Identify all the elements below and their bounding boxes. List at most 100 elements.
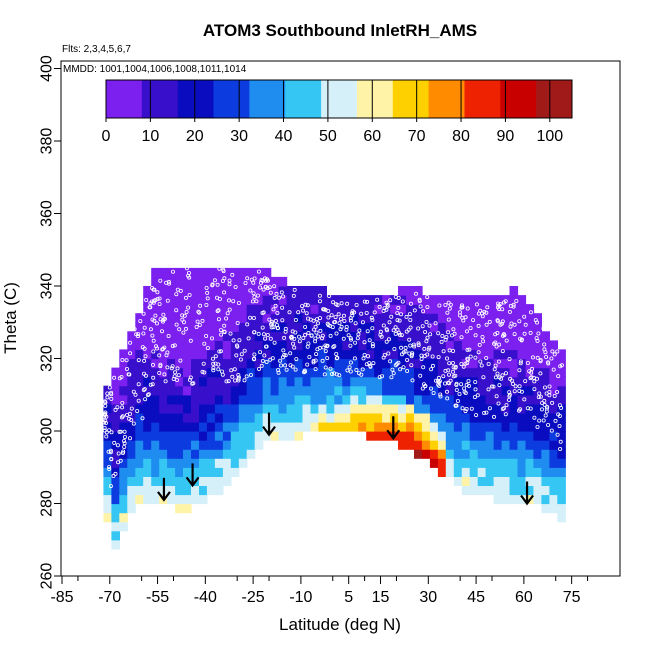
heatmap-cell	[461, 476, 471, 486]
heatmap-cell	[453, 403, 463, 414]
sample-point	[436, 375, 441, 380]
heatmap-cell	[334, 403, 343, 414]
heatmap-cell	[294, 421, 304, 432]
heatmap-cell	[358, 376, 367, 387]
sample-point	[469, 406, 474, 411]
heatmap-cell	[390, 385, 399, 396]
sample-point	[451, 365, 456, 370]
sample-point	[537, 418, 542, 423]
heatmap-cell	[493, 485, 503, 496]
heatmap-cell	[238, 385, 248, 396]
heatmap-cell	[151, 467, 160, 477]
heatmap-cell	[167, 367, 176, 378]
heatmap-cell	[135, 412, 144, 423]
sample-point	[216, 317, 221, 322]
heatmap-cell	[557, 485, 566, 496]
sample-point	[217, 349, 222, 354]
heatmap-cell	[135, 449, 144, 459]
sample-point	[227, 307, 232, 312]
heatmap-cell	[135, 476, 144, 486]
heatmap-cell	[525, 331, 535, 341]
heatmap-cell	[310, 295, 320, 305]
heatmap-cell	[230, 267, 240, 278]
sample-point	[152, 318, 157, 323]
heatmap-cell	[262, 385, 272, 396]
heatmap-cell	[477, 295, 487, 305]
sample-point	[341, 313, 346, 318]
heatmap-cell	[541, 485, 550, 496]
heatmap-cell	[262, 394, 272, 405]
sample-point	[482, 410, 487, 415]
sample-point	[322, 372, 327, 377]
heatmap-cell	[230, 304, 240, 314]
heatmap-cell	[477, 331, 487, 341]
heatmap-cell	[342, 349, 351, 360]
sample-point	[413, 291, 418, 296]
heatmap-cell	[445, 394, 455, 405]
heatmap-cell	[143, 431, 152, 441]
heatmap-cell	[214, 403, 224, 414]
heatmap-cell	[477, 431, 487, 441]
heatmap-cell	[509, 304, 519, 314]
sample-point	[252, 330, 257, 335]
heatmap-cell	[214, 322, 224, 332]
heatmap-cell	[525, 385, 535, 396]
heatmap-cell	[254, 403, 264, 414]
heatmap-cell	[541, 494, 550, 505]
sample-point	[151, 349, 156, 354]
heatmap-cell	[509, 494, 519, 505]
heatmap-cell	[199, 476, 208, 486]
sample-point	[195, 319, 200, 324]
heatmap-cell	[533, 421, 542, 432]
heatmap-cell	[469, 458, 479, 468]
heatmap-cell	[151, 458, 160, 468]
heatmap-cell	[310, 403, 320, 414]
sample-point	[482, 309, 487, 314]
heatmap-cell	[167, 467, 176, 477]
heatmap-cell	[382, 394, 391, 405]
sample-point	[141, 311, 146, 316]
sample-point	[215, 282, 220, 287]
y-axis-tick-label: 260	[39, 563, 56, 590]
heatmap-cell	[294, 340, 304, 351]
sample-point	[268, 290, 273, 295]
sample-point	[333, 319, 338, 324]
sample-point	[508, 376, 513, 381]
heatmap-cell	[437, 440, 447, 450]
sample-point	[183, 326, 188, 331]
sample-point	[542, 402, 547, 407]
heatmap-cell	[533, 322, 542, 332]
heatmap-cell	[159, 403, 168, 414]
heatmap-cell	[159, 376, 168, 387]
heatmap-cell	[286, 304, 296, 314]
sample-point	[348, 318, 353, 323]
sample-point	[150, 333, 155, 338]
sample-point	[283, 329, 288, 334]
sample-point	[495, 330, 500, 335]
sample-point	[280, 305, 285, 310]
heatmap-cell	[429, 385, 439, 396]
heatmap-cell	[358, 313, 367, 323]
heatmap-cell	[183, 322, 192, 332]
heatmap-cell	[262, 286, 272, 296]
heatmap-cell	[398, 431, 407, 441]
heatmap-cell	[525, 304, 535, 314]
heatmap-cell	[549, 440, 558, 450]
heatmap-cell	[254, 286, 264, 296]
sample-point	[416, 343, 421, 348]
sample-point	[525, 406, 530, 411]
heatmap-cell	[286, 331, 296, 341]
heatmap-cell	[254, 276, 264, 287]
sample-point	[321, 307, 326, 312]
sample-point	[153, 344, 158, 349]
heatmap-cell	[421, 449, 431, 459]
sample-point	[348, 316, 353, 321]
heatmap-cell	[206, 304, 216, 314]
sample-point	[428, 386, 433, 391]
sample-point	[161, 312, 166, 317]
heatmap-cell	[485, 340, 495, 351]
sample-point	[522, 331, 527, 336]
heatmap-cell	[525, 376, 535, 387]
sample-point	[216, 308, 221, 313]
sample-point	[426, 347, 431, 352]
